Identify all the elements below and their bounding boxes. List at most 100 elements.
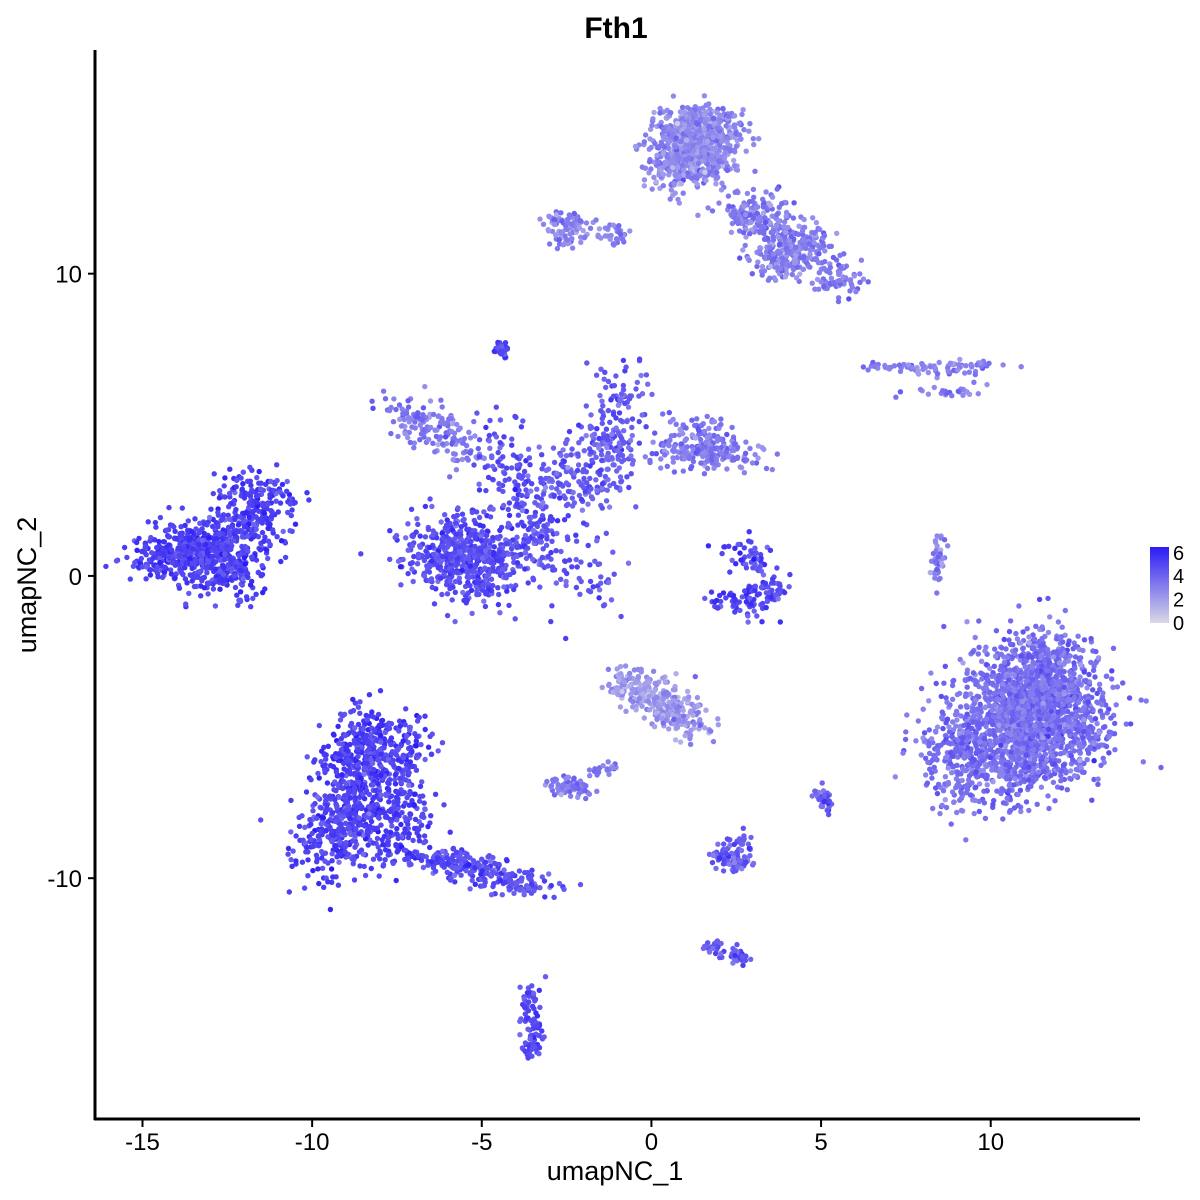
cell-point bbox=[435, 441, 441, 448]
cell-point bbox=[998, 759, 1004, 765]
cell-point bbox=[964, 684, 970, 690]
cell-point bbox=[113, 558, 120, 564]
cell-point bbox=[534, 494, 541, 500]
cell-point bbox=[475, 445, 481, 452]
cell-point bbox=[1056, 660, 1063, 666]
cell-point bbox=[452, 618, 458, 625]
cell-point bbox=[629, 416, 636, 422]
cell-point bbox=[973, 769, 979, 775]
cluster-c6 bbox=[627, 411, 780, 477]
cell-point bbox=[957, 704, 964, 710]
cell-point bbox=[1095, 744, 1102, 750]
cell-point bbox=[1007, 618, 1014, 624]
cell-point bbox=[227, 466, 233, 472]
cell-point bbox=[1081, 637, 1088, 643]
cell-point bbox=[1055, 696, 1061, 703]
cell-point bbox=[409, 560, 415, 566]
cell-point bbox=[596, 435, 602, 442]
cell-point bbox=[528, 488, 534, 494]
cell-point bbox=[629, 432, 635, 439]
cell-point bbox=[472, 543, 478, 550]
cell-point bbox=[1004, 654, 1011, 661]
cell-point bbox=[1109, 668, 1115, 674]
cell-point bbox=[1108, 715, 1114, 721]
cell-point bbox=[944, 716, 951, 722]
cell-point bbox=[495, 449, 501, 456]
cell-point bbox=[956, 690, 963, 697]
cell-point bbox=[995, 678, 1001, 685]
cell-point bbox=[594, 487, 600, 493]
cell-point bbox=[987, 728, 993, 734]
cell-point bbox=[608, 397, 614, 403]
cell-point bbox=[942, 774, 949, 780]
cell-point bbox=[558, 576, 564, 582]
cluster-c3 bbox=[369, 383, 503, 483]
cell-point bbox=[467, 450, 473, 456]
cell-point bbox=[1081, 669, 1087, 675]
cell-point bbox=[753, 460, 760, 466]
cell-point bbox=[265, 538, 272, 544]
cell-point bbox=[495, 601, 502, 608]
cell-point bbox=[601, 376, 607, 382]
cell-point bbox=[775, 596, 781, 602]
cell-point bbox=[1061, 684, 1067, 690]
cell-point bbox=[695, 446, 701, 453]
cell-point bbox=[250, 521, 257, 527]
cell-point bbox=[189, 528, 195, 535]
cell-point bbox=[1071, 720, 1077, 726]
cell-point bbox=[234, 592, 240, 598]
cell-point bbox=[487, 417, 493, 424]
cell-point bbox=[506, 551, 512, 557]
cell-point bbox=[204, 557, 210, 564]
cell-point bbox=[259, 529, 266, 536]
cell-point bbox=[445, 528, 451, 535]
cell-point bbox=[522, 566, 528, 572]
cell-point bbox=[527, 519, 533, 526]
cell-point bbox=[466, 574, 472, 581]
cell-point bbox=[485, 474, 492, 481]
cell-point bbox=[1087, 723, 1094, 730]
cell-point bbox=[538, 504, 544, 510]
cell-point bbox=[175, 545, 181, 551]
cell-point bbox=[600, 603, 607, 609]
cell-point bbox=[412, 425, 418, 431]
cell-point bbox=[677, 426, 683, 433]
cell-point bbox=[652, 430, 658, 436]
cell-point bbox=[716, 592, 723, 599]
cell-point bbox=[476, 481, 482, 487]
cell-point bbox=[486, 438, 492, 444]
cell-point bbox=[1016, 755, 1023, 762]
cell-point bbox=[1041, 679, 1047, 685]
cell-point bbox=[235, 528, 241, 535]
cell-point bbox=[217, 586, 223, 592]
cell-point bbox=[169, 560, 176, 566]
cell-point bbox=[584, 480, 590, 486]
cell-point bbox=[214, 554, 221, 560]
cell-point bbox=[460, 440, 466, 446]
cell-point bbox=[580, 520, 587, 526]
cell-point bbox=[617, 396, 623, 403]
cell-point bbox=[616, 430, 622, 436]
cell-point bbox=[370, 405, 376, 411]
cell-point bbox=[1031, 766, 1037, 772]
cluster-c7 bbox=[702, 529, 793, 625]
cell-point bbox=[1097, 686, 1103, 693]
cell-point bbox=[470, 574, 476, 580]
cell-point bbox=[760, 600, 766, 607]
cell-point bbox=[134, 539, 140, 546]
cell-point bbox=[970, 670, 977, 676]
cell-point bbox=[1078, 655, 1084, 661]
cell-point bbox=[498, 524, 505, 531]
cell-point bbox=[991, 663, 997, 669]
cell-point bbox=[591, 431, 598, 437]
cell-point bbox=[982, 741, 988, 747]
cell-point bbox=[506, 602, 512, 609]
cell-point bbox=[949, 789, 956, 795]
cell-point bbox=[957, 797, 963, 803]
cell-point bbox=[432, 449, 438, 455]
cell-point bbox=[234, 477, 240, 484]
cell-point bbox=[1004, 795, 1010, 801]
cell-point bbox=[618, 479, 624, 485]
cell-point bbox=[1023, 752, 1029, 758]
cell-point bbox=[1034, 801, 1040, 807]
